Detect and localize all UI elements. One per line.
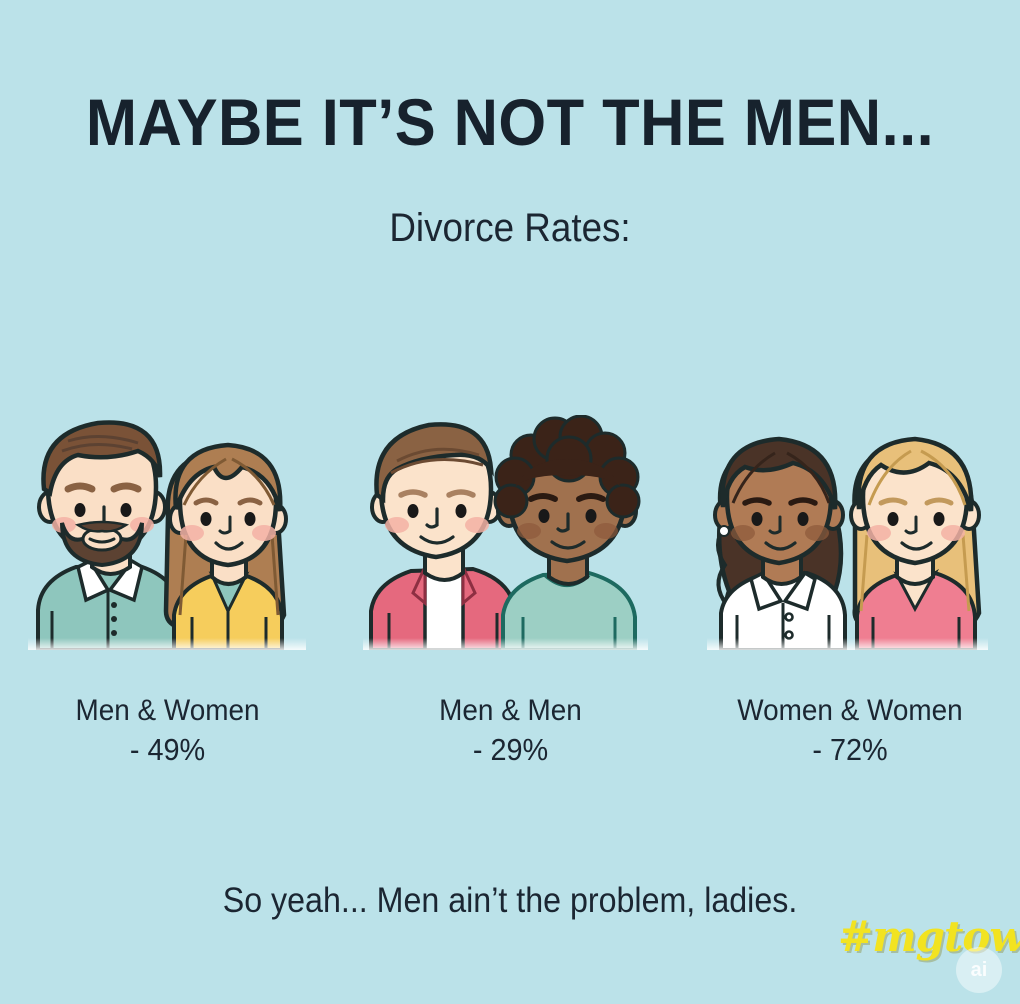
caption-value: - 49% <box>129 732 206 767</box>
caption-label: Women & Women <box>737 694 963 727</box>
caption-women-and-women: Women & Women - 72% <box>715 692 985 770</box>
panel-bottom-fade <box>28 638 306 650</box>
panel-men-and-men <box>363 415 648 650</box>
caption-label: Men & Women <box>75 694 260 727</box>
couple-man-woman-illustration <box>36 420 288 650</box>
hashtag-watermark: #mgtow <box>838 912 1020 961</box>
ai-badge-watermark: ai <box>956 947 1002 993</box>
page-title: MAYBE IT’S NOT THE MEN... <box>85 85 935 159</box>
caption-men-and-women: Men & Women - 49% <box>35 692 300 770</box>
couple-woman-woman-illustration <box>713 436 982 650</box>
caption-men-and-men: Men & Men - 29% <box>378 692 643 770</box>
panel-men-and-women <box>28 415 306 650</box>
caption-label: Men & Men <box>439 694 582 727</box>
panel-bottom-fade <box>707 638 988 650</box>
panel-bottom-fade <box>363 638 648 650</box>
caption-value: - 29% <box>472 732 549 767</box>
footer-caption: So yeah... Men ain’t the problem, ladies… <box>222 881 798 920</box>
subtitle: Divorce Rates: <box>389 206 631 250</box>
panel-women-and-women <box>707 415 988 650</box>
caption-value: - 72% <box>812 732 888 767</box>
couple-man-man-illustration <box>369 415 641 650</box>
illustration-row <box>0 415 1020 655</box>
